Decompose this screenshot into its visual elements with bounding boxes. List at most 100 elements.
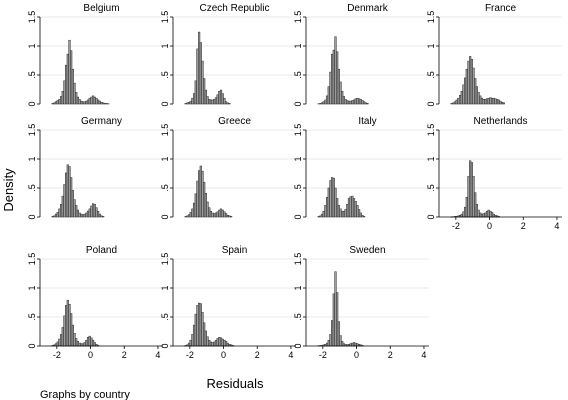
y-tick-label: 0 <box>27 214 37 219</box>
panel-title: Denmark <box>347 3 389 14</box>
y-tick-label: 1 <box>426 156 436 161</box>
histogram-bar <box>351 195 354 218</box>
histogram-bar <box>56 100 59 105</box>
histogram-bar <box>83 213 86 218</box>
histogram-bar <box>76 96 80 105</box>
histogram-bar <box>198 31 201 105</box>
histogram-bar <box>472 67 475 105</box>
y-tick-label: 1.5 <box>27 11 37 24</box>
histogram-bar <box>327 187 330 218</box>
histogram-bar <box>480 97 484 105</box>
histogram-bar <box>472 176 475 218</box>
histogram-bar <box>59 96 63 105</box>
panel-germany: Germany 0 .5 1 1.5 <box>27 116 163 220</box>
histogram-bar <box>334 271 337 347</box>
histogram-bar <box>475 203 479 218</box>
histogram-bar <box>201 60 204 105</box>
histogram-bar <box>198 302 201 347</box>
y-tick-label: .5 <box>27 71 37 79</box>
histogram-bar <box>196 48 199 105</box>
histogram-bar <box>194 313 197 347</box>
y-tick-label: 0 <box>293 343 303 348</box>
histogram-bar <box>192 202 196 218</box>
histogram-bar <box>489 210 492 218</box>
histogram-bar <box>325 342 329 347</box>
y-tick-label: 1.5 <box>426 11 436 24</box>
histogram-bar <box>75 205 78 218</box>
histogram-bar <box>204 192 207 218</box>
histogram-bar <box>191 97 194 105</box>
y-tick-label: 1 <box>160 156 170 161</box>
histogram-bar <box>351 342 354 347</box>
histogram-bar <box>336 198 339 218</box>
panel-sweden: Sweden 0 .5 1 1.5 -2 0 2 4 <box>293 245 429 360</box>
histogram-bar <box>68 303 71 347</box>
y-tick-label: 1.5 <box>27 124 37 137</box>
histogram-bar <box>346 100 349 105</box>
histogram-bar <box>66 53 69 105</box>
y-tick-label: .5 <box>426 71 436 79</box>
y-tick-label: .5 <box>293 184 303 192</box>
histogram-bar <box>479 95 482 105</box>
histogram-bar <box>187 342 191 347</box>
histogram-bar <box>479 212 482 218</box>
histogram-bar <box>342 210 346 218</box>
histogram-bar <box>65 172 68 218</box>
y-tick-label: 1 <box>293 43 303 48</box>
histogram-bar <box>66 164 69 218</box>
panel-poland: Poland 0 .5 1 1.5 -2 0 2 4 <box>27 245 163 360</box>
histogram-bar <box>209 341 213 347</box>
histogram-bar <box>364 102 367 105</box>
histogram-bar <box>336 51 339 105</box>
panel-title: Greece <box>218 116 251 127</box>
histogram-bar <box>187 214 191 218</box>
histogram-bar <box>213 341 216 347</box>
histogram-bar <box>226 102 229 105</box>
histogram-bar <box>332 293 335 347</box>
histogram-bar <box>71 190 74 218</box>
histogram-bar <box>61 327 64 347</box>
histogram-bar <box>73 332 76 347</box>
x-tick-label: 4 <box>155 350 160 360</box>
histogram-bar <box>356 205 359 218</box>
histogram-bar <box>95 97 98 105</box>
histogram-bar <box>85 212 88 218</box>
histogram-bar <box>354 342 357 347</box>
y-tick-label: 1 <box>293 285 303 290</box>
histogram-bar <box>88 335 91 347</box>
y-tick-label: 0 <box>27 101 37 106</box>
histogram-bar <box>331 53 334 105</box>
histogram-bar <box>327 339 330 347</box>
histogram-bar <box>53 215 56 218</box>
histogram-bar <box>209 210 213 218</box>
histogram-bar <box>203 78 206 105</box>
histogram-bar <box>221 93 224 105</box>
histogram-bar <box>211 212 214 218</box>
y-tick-label: .5 <box>160 184 170 192</box>
histogram-bar <box>208 339 211 347</box>
y-tick-label: 1.5 <box>293 124 303 137</box>
histogram-bar <box>184 103 187 105</box>
histogram-bar <box>352 99 356 105</box>
histogram-bar <box>100 102 103 105</box>
y-tick-label: 1.5 <box>293 253 303 266</box>
histogram-bar <box>65 305 68 347</box>
histogram-bar <box>226 215 229 218</box>
y-tick-label: 1 <box>160 285 170 290</box>
histogram-bar <box>325 95 329 105</box>
histogram-bar <box>75 338 78 347</box>
histogram-bar <box>70 177 73 218</box>
histogram-bar <box>211 342 214 347</box>
histogram-bar <box>68 39 71 105</box>
histogram-bar <box>63 80 66 105</box>
histogram-bar <box>224 341 228 347</box>
histogram-bar <box>216 94 219 105</box>
panel-greece: Greece 0 .5 1 1.5 <box>160 116 296 220</box>
x-tick-label: 0 <box>221 350 226 360</box>
histogram-bar <box>352 342 356 347</box>
histogram-bar <box>226 342 229 347</box>
histogram-bar <box>189 212 192 218</box>
histogram-bar <box>349 196 352 218</box>
panel-spain: Spain 0 .5 1 1.5 -2 0 2 4 <box>160 245 296 360</box>
histogram-bar <box>469 160 472 218</box>
